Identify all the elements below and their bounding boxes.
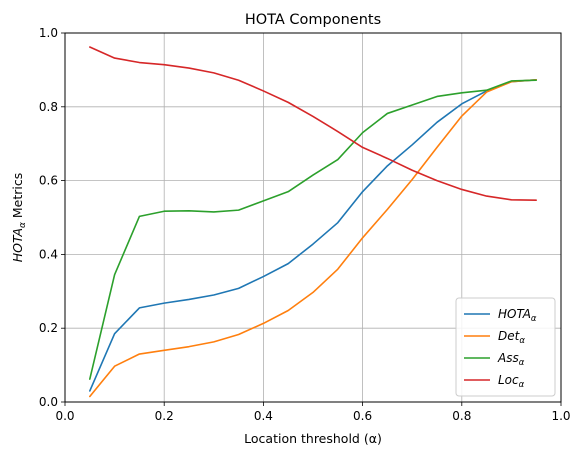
y-axis-label: HOTAα Metrics (10, 173, 28, 263)
legend-label-main: HOTA (498, 307, 531, 321)
legend-label-subscript: α (519, 336, 525, 346)
legend-label-main: Det (498, 329, 521, 343)
legend-label-subscript: α (519, 380, 525, 390)
y-tick-label: 0.2 (39, 321, 58, 335)
series-line-det (89, 79, 538, 398)
legend-label-main: Loc (498, 373, 519, 387)
y-tick-label: 0.6 (39, 174, 58, 188)
y-tick-label: 0.8 (39, 100, 58, 114)
y-axis-label-suffix: Metrics (10, 173, 25, 222)
x-axis-label: Location threshold (α) (244, 431, 382, 446)
legend-label-det: Detα (498, 329, 525, 346)
legend-label-loc: Locα (498, 373, 525, 390)
series-lines (89, 46, 538, 398)
legend-label-subscript: α (519, 358, 525, 368)
grid-lines (64, 32, 562, 403)
x-tick-label: 1.0 (551, 409, 570, 423)
y-axis-label-subscript: α (18, 222, 28, 228)
y-tick-label: 0.4 (39, 247, 58, 261)
x-tick-label: 0.4 (254, 409, 273, 423)
series-line-ass (89, 79, 538, 380)
legend-box (455, 297, 556, 397)
legend-label-subscript: α (531, 314, 537, 324)
plot-frame (64, 32, 562, 403)
legend-label-ass: Assα (497, 351, 525, 368)
axis-ticks: 0.0 0.2 0.4 0.6 0.8 1.0 0.0 0.2 0.4 0.6 0.8 1.0 (39, 26, 571, 423)
legend-label-main: Ass (497, 351, 519, 365)
series-line-hota (89, 79, 538, 392)
legend-label-hota: HOTAα (498, 307, 537, 324)
y-axis-label-main: HOTA (10, 228, 25, 262)
x-tick-label: 0.8 (452, 409, 471, 423)
x-tick-label: 0.0 (55, 409, 74, 423)
y-tick-label: 1.0 (39, 26, 58, 40)
x-tick-label: 0.6 (353, 409, 372, 423)
series-line-loc (89, 46, 538, 201)
y-tick-label: 0.0 (39, 395, 58, 409)
chart-title: HOTA Components (245, 12, 381, 28)
x-tick-label: 0.2 (155, 409, 174, 423)
